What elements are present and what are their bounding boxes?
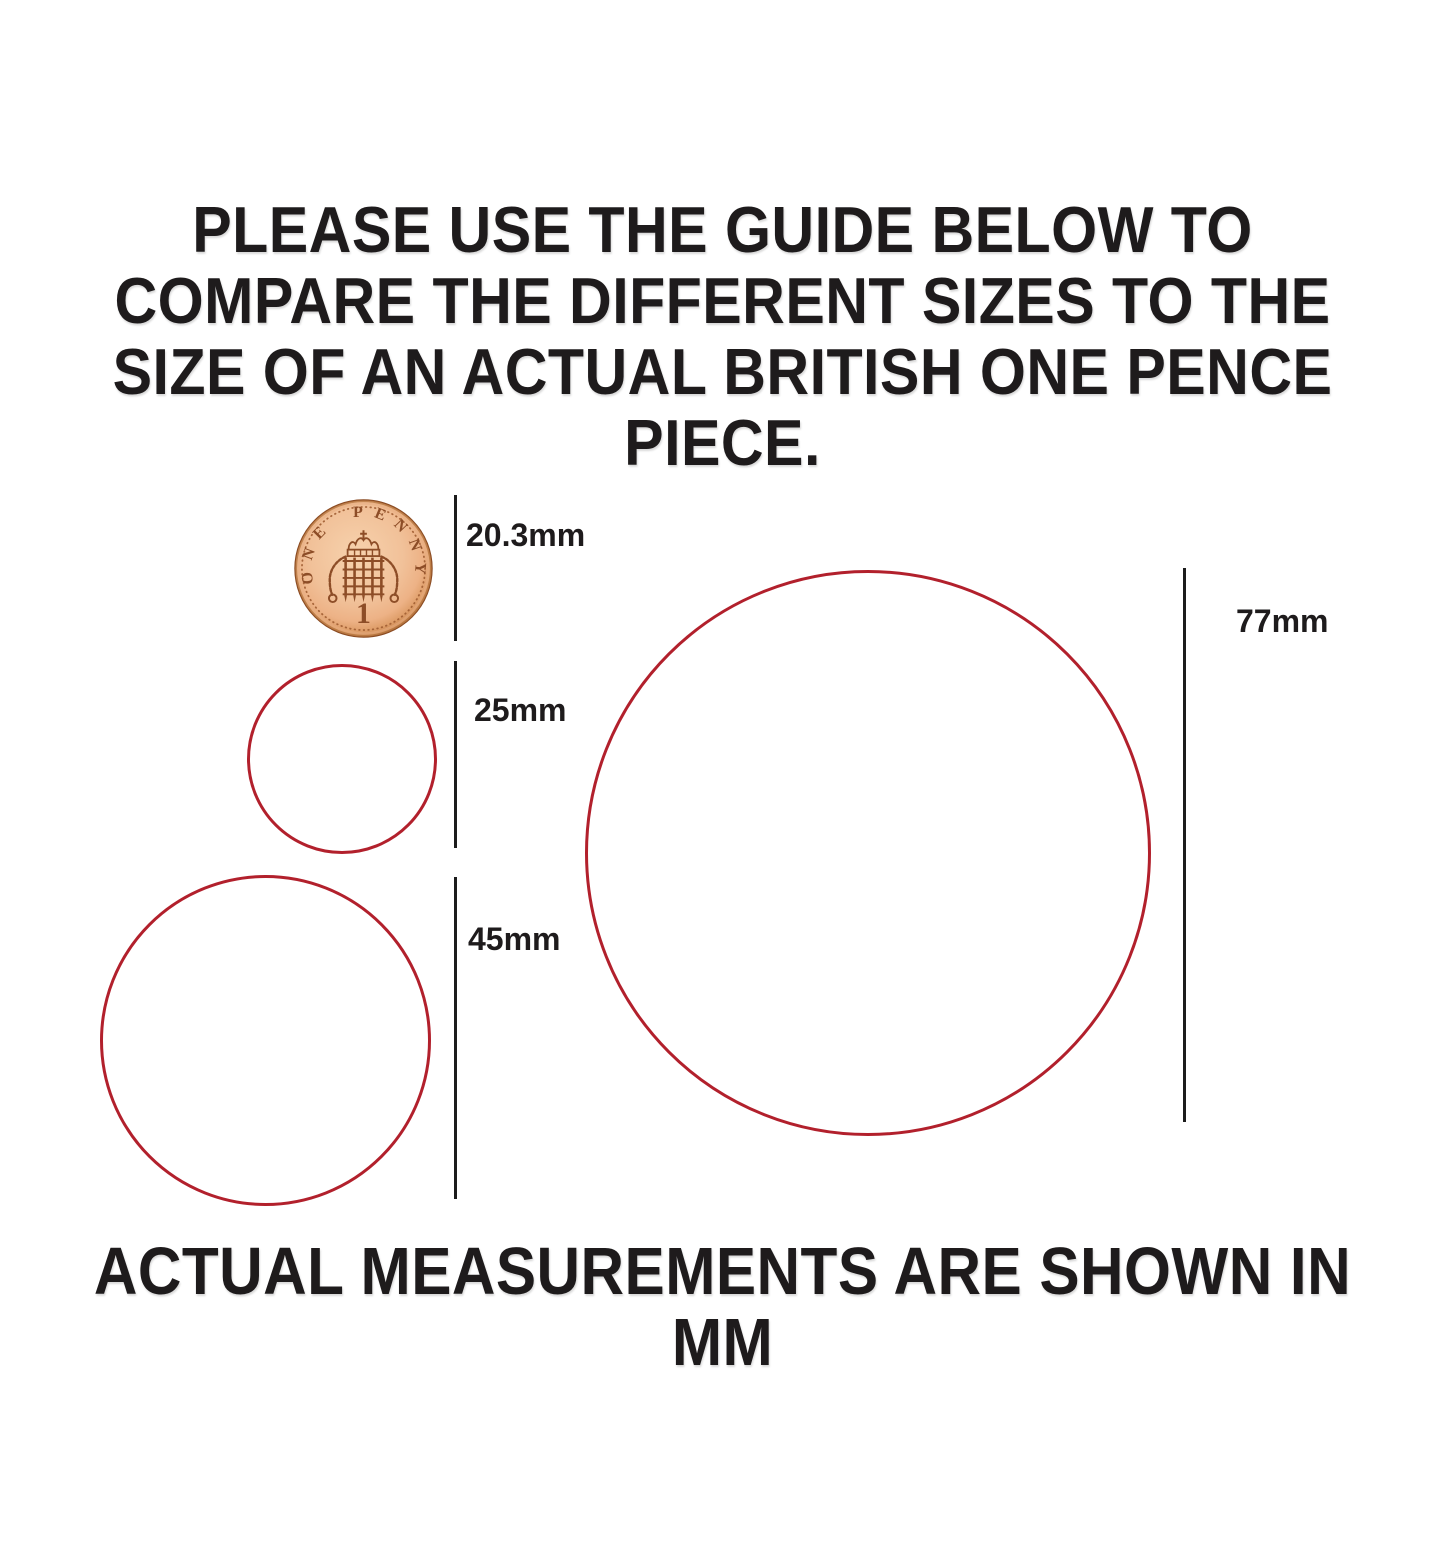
page-title-line-4: PIECE. (624, 406, 821, 479)
ruler-line-25mm (454, 661, 457, 848)
footer-note: ACTUAL MEASUREMENTS ARE SHOWN IN MM (93, 1234, 1352, 1380)
size-circle-25mm (247, 664, 437, 854)
size-circle-77mm (585, 570, 1151, 1136)
coin-beaded-ring (301, 506, 426, 631)
size-label-45mm: 45mm (468, 921, 561, 957)
coin-denomination: 1 (356, 597, 371, 630)
page-title-line-1: PLEASE USE THE GUIDE BELOW TO (192, 193, 1253, 266)
size-circle-45mm (100, 875, 431, 1206)
ruler-line-45mm (454, 877, 457, 1199)
ruler-line-20-3mm (454, 495, 457, 641)
page-title-line-3: SIZE OF AN ACTUAL BRITISH ONE PENCE (112, 335, 1333, 408)
page-title-line-2: COMPARE THE DIFFERENT SIZES TO THE (114, 264, 1331, 337)
ruler-line-77mm (1183, 568, 1186, 1122)
size-label-77mm: 77mm (1236, 603, 1329, 639)
size-label-20-3mm: 20.3mm (466, 517, 586, 553)
page-title: PLEASE USE THE GUIDE BELOW TO COMPARE TH… (65, 194, 1380, 478)
coin-portcullis (327, 530, 400, 604)
penny-coin-image: ONE PENNY 1 (294, 499, 433, 638)
size-label-25mm: 25mm (474, 692, 567, 728)
